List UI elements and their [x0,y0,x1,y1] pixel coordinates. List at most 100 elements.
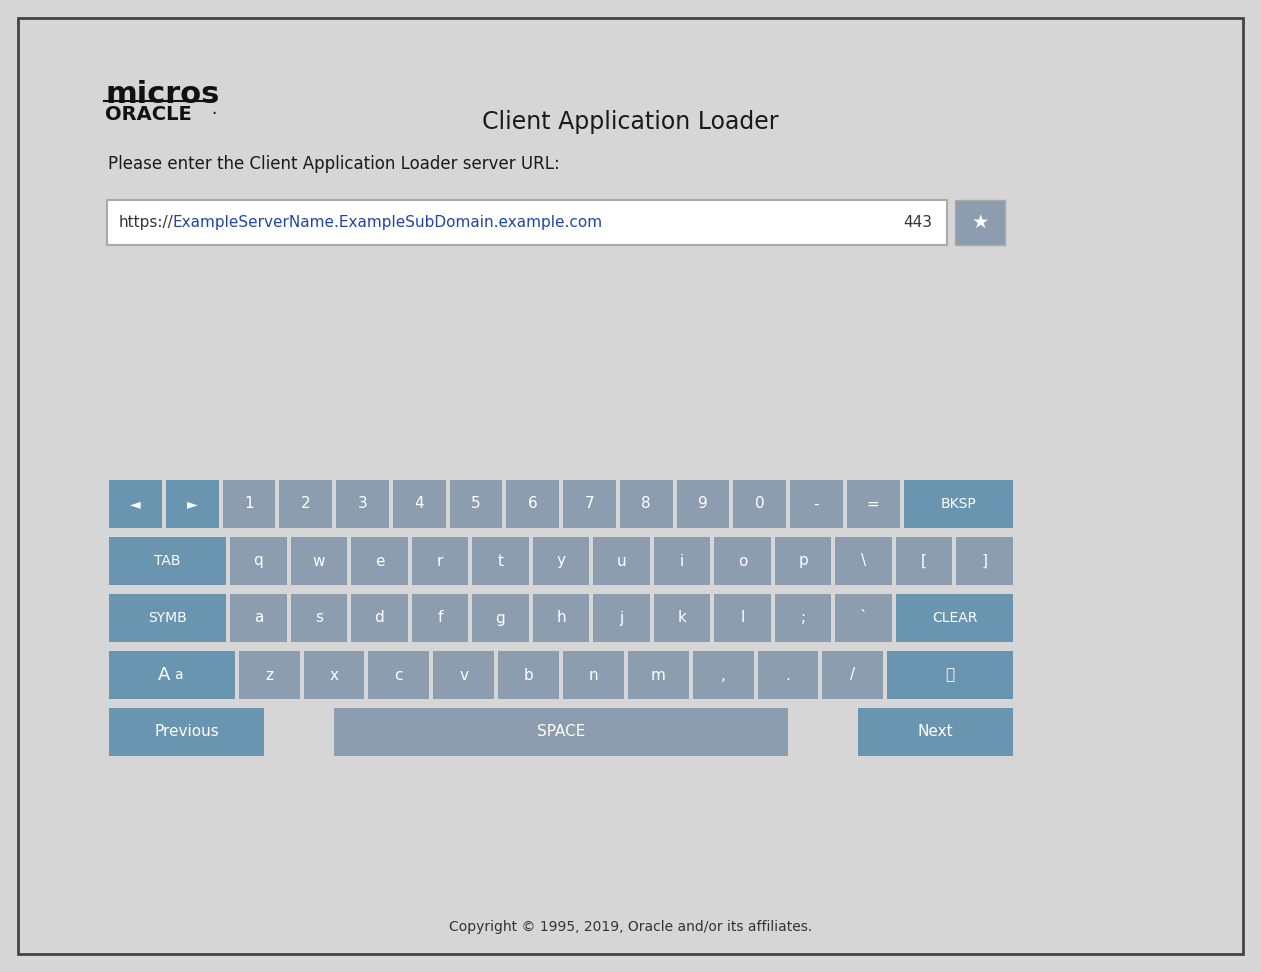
Text: n: n [589,668,598,682]
Text: \: \ [861,553,866,569]
Text: x: x [329,668,338,682]
Text: ·: · [211,105,216,123]
FancyBboxPatch shape [758,651,818,699]
Text: l: l [740,610,745,626]
Text: 0: 0 [755,497,764,511]
Text: w: w [313,553,325,569]
Text: 4: 4 [415,497,424,511]
FancyBboxPatch shape [108,594,226,642]
FancyBboxPatch shape [822,651,883,699]
Text: 8: 8 [642,497,651,511]
FancyBboxPatch shape [335,480,388,528]
FancyBboxPatch shape [411,594,468,642]
Text: i: i [680,553,685,569]
Text: d: d [375,610,385,626]
FancyBboxPatch shape [955,200,1005,245]
Text: =: = [866,497,879,511]
Text: Copyright © 1995, 2019, Oracle and/or its affiliates.: Copyright © 1995, 2019, Oracle and/or it… [449,920,812,934]
FancyBboxPatch shape [888,651,1013,699]
FancyBboxPatch shape [895,537,952,585]
Text: p: p [798,553,808,569]
Text: BKSP: BKSP [941,497,976,511]
Text: `: ` [860,610,868,626]
FancyBboxPatch shape [562,651,624,699]
FancyBboxPatch shape [653,594,710,642]
Text: v: v [459,668,468,682]
Text: h: h [556,610,566,626]
Text: s: s [315,610,323,626]
FancyBboxPatch shape [532,537,589,585]
Text: a: a [174,668,183,682]
FancyBboxPatch shape [351,594,407,642]
FancyBboxPatch shape [222,480,275,528]
FancyBboxPatch shape [334,708,788,756]
FancyBboxPatch shape [562,480,615,528]
Text: ►: ► [187,497,198,511]
FancyBboxPatch shape [304,651,364,699]
FancyBboxPatch shape [108,480,161,528]
FancyBboxPatch shape [238,651,300,699]
Text: SPACE: SPACE [537,724,585,740]
FancyBboxPatch shape [108,537,226,585]
Text: 2: 2 [301,497,310,511]
FancyBboxPatch shape [290,594,347,642]
Text: -: - [813,497,820,511]
Text: t: t [498,553,503,569]
FancyBboxPatch shape [368,651,429,699]
Text: m: m [651,668,666,682]
Text: micros: micros [105,80,219,109]
Text: r: r [436,553,443,569]
FancyBboxPatch shape [903,480,1013,528]
Text: 443: 443 [903,215,932,230]
FancyBboxPatch shape [449,480,502,528]
Text: f: f [438,610,443,626]
Text: j: j [619,610,624,626]
Text: ★: ★ [971,213,989,232]
Text: ◄: ◄ [130,497,141,511]
FancyBboxPatch shape [472,594,528,642]
FancyBboxPatch shape [774,594,831,642]
Text: ⧗: ⧗ [946,668,955,682]
Text: [: [ [922,553,927,569]
Text: z: z [265,668,274,682]
Text: ExampleServerName.ExampleSubDomain.example.com: ExampleServerName.ExampleSubDomain.examp… [171,215,601,230]
FancyBboxPatch shape [628,651,689,699]
Text: e: e [375,553,385,569]
FancyBboxPatch shape [895,594,1013,642]
Text: 5: 5 [472,497,480,511]
FancyBboxPatch shape [857,708,1013,756]
FancyBboxPatch shape [230,537,286,585]
Text: 3: 3 [358,497,367,511]
FancyBboxPatch shape [230,594,286,642]
Text: Client Application Loader: Client Application Loader [482,110,779,134]
Text: o: o [738,553,748,569]
FancyBboxPatch shape [290,537,347,585]
FancyBboxPatch shape [392,480,445,528]
Text: A: A [158,666,170,684]
Text: Please enter the Client Application Loader server URL:: Please enter the Client Application Load… [108,155,560,173]
FancyBboxPatch shape [593,594,649,642]
Text: 1: 1 [245,497,253,511]
Text: g: g [496,610,506,626]
Text: c: c [395,668,404,682]
Text: a: a [253,610,264,626]
FancyBboxPatch shape [506,480,559,528]
Text: ]: ] [982,553,987,569]
Text: /: / [850,668,855,682]
FancyBboxPatch shape [108,708,264,756]
Text: 7: 7 [585,497,594,511]
FancyBboxPatch shape [532,594,589,642]
FancyBboxPatch shape [434,651,494,699]
FancyBboxPatch shape [498,651,559,699]
Text: https://: https:// [119,215,174,230]
FancyBboxPatch shape [411,537,468,585]
FancyBboxPatch shape [835,594,892,642]
FancyBboxPatch shape [733,480,786,528]
FancyBboxPatch shape [714,537,770,585]
FancyBboxPatch shape [108,651,235,699]
Text: ORACLE: ORACLE [105,105,192,124]
FancyBboxPatch shape [107,200,947,245]
Text: ;: ; [801,610,806,626]
FancyBboxPatch shape [472,537,528,585]
Text: u: u [617,553,627,569]
